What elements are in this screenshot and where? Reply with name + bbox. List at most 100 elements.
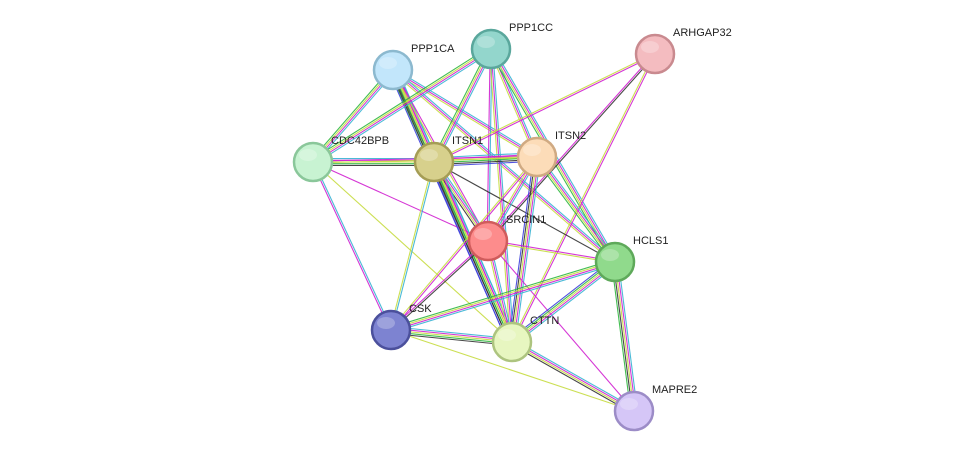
edge [511, 261, 616, 343]
edge [312, 47, 491, 162]
node-circle [613, 390, 655, 432]
edge [509, 258, 614, 340]
node-circle [491, 321, 533, 363]
edge [393, 68, 617, 262]
protein-node[interactable]: ITSN2 [516, 130, 586, 178]
protein-node[interactable]: ARHGAP32 [634, 27, 732, 75]
edge [513, 157, 540, 343]
node-highlight [498, 329, 516, 341]
edge [310, 67, 392, 161]
node-label: PPP1CC [509, 22, 553, 34]
edge [313, 49, 492, 164]
protein-node[interactable]: ITSN1 [413, 135, 483, 183]
edge [508, 156, 535, 342]
node-label: PPP1CA [411, 43, 455, 55]
edge [429, 163, 509, 344]
edge [390, 259, 615, 329]
edge [488, 239, 616, 262]
protein-node[interactable]: PPP1CA [372, 43, 455, 91]
edge [391, 157, 539, 331]
edge [512, 262, 617, 344]
edge [612, 262, 633, 412]
node-label: CTTN [530, 315, 559, 327]
node-highlight [523, 144, 541, 156]
edge [510, 53, 655, 342]
protein-node[interactable]: SRCIN1 [467, 214, 546, 262]
node-highlight [620, 398, 638, 410]
protein-node[interactable]: MAPRE2 [613, 384, 697, 432]
node-highlight [477, 36, 495, 48]
node-circle [516, 136, 558, 178]
edge [314, 50, 493, 165]
node-highlight [474, 228, 492, 240]
node-highlight [377, 317, 395, 329]
edge [511, 156, 538, 343]
edge [431, 47, 490, 162]
node-label: ITSN2 [555, 130, 586, 142]
node-highlight [601, 249, 619, 261]
edge [433, 161, 616, 263]
edge [391, 162, 436, 331]
protein-node[interactable]: CDC42BPB [292, 135, 389, 183]
node-circle [413, 141, 455, 183]
node-label: SRCIN1 [506, 214, 546, 226]
edge [617, 261, 638, 411]
edge [390, 329, 635, 412]
edge [512, 340, 635, 411]
edge [391, 263, 616, 333]
edge [512, 54, 657, 343]
edge [392, 69, 616, 263]
edge [487, 240, 635, 412]
edge [393, 68, 539, 157]
node-label: CSK [409, 303, 432, 315]
edge [434, 49, 493, 163]
edge [312, 161, 513, 343]
node-highlight [379, 57, 397, 69]
edge [537, 156, 617, 262]
edge [391, 70, 615, 264]
edge [510, 260, 615, 342]
edge [611, 262, 632, 412]
edge [390, 332, 512, 346]
node-highlight [299, 149, 317, 161]
edge [391, 262, 616, 332]
nodes: PPP1CA PPP1CC ARHGAP32 CDC42BPB ITSN1 ITSN2 SR… [292, 22, 732, 432]
edge [312, 161, 489, 242]
edge [488, 54, 657, 242]
protein-node[interactable]: HCLS1 [594, 235, 668, 283]
edge [512, 339, 636, 410]
edges [310, 46, 657, 414]
edge [314, 71, 396, 165]
node-circle [470, 28, 512, 70]
edge [514, 157, 541, 343]
node-highlight [420, 149, 438, 161]
protein-node[interactable]: CSK [370, 303, 432, 351]
node-label: HCLS1 [633, 235, 668, 247]
edge [535, 157, 615, 263]
node-label: MAPRE2 [652, 384, 697, 396]
edge [510, 343, 634, 414]
edge [534, 158, 614, 264]
edge [616, 261, 637, 411]
edge [513, 264, 618, 346]
edge [486, 53, 655, 241]
edge [487, 241, 615, 264]
edge [614, 261, 635, 412]
edge [511, 342, 634, 413]
edge [313, 161, 393, 330]
edge [389, 161, 434, 330]
protein-node[interactable]: CTTN [491, 315, 559, 363]
edge [311, 46, 490, 161]
edge [391, 241, 489, 332]
edge [311, 69, 393, 162]
edge [390, 329, 513, 343]
edge [488, 49, 511, 343]
edge [311, 162, 391, 331]
edge [313, 70, 395, 163]
protein-node[interactable]: PPP1CC [470, 22, 553, 70]
node-circle [372, 49, 414, 91]
edge [391, 70, 537, 159]
node-circle [467, 220, 509, 262]
edge [391, 327, 513, 341]
